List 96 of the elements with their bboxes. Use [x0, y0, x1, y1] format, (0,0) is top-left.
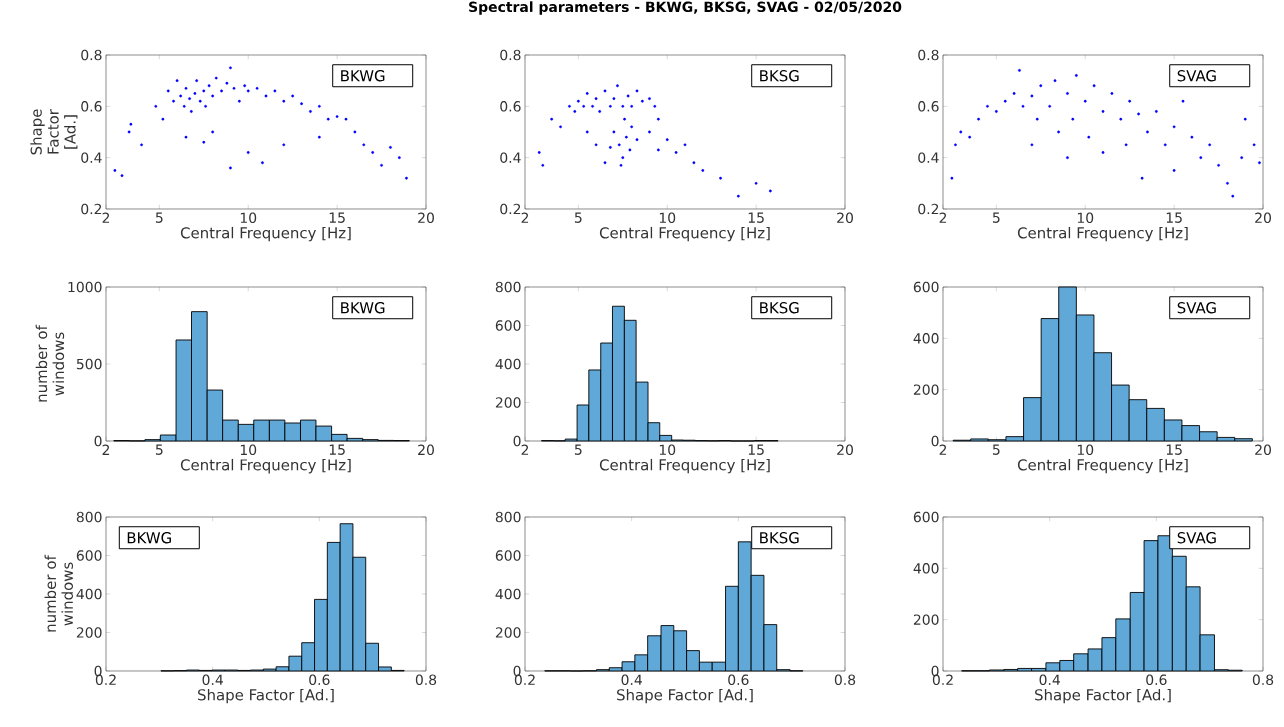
y-tick-label: 400: [495, 588, 521, 600]
x-tick-label: 2: [939, 212, 947, 223]
y-tick-label: 600: [913, 511, 939, 523]
x-tick-label: 0.6: [1146, 674, 1167, 686]
annotation: BKWG: [127, 532, 171, 544]
x-tick-label: 10: [1077, 444, 1094, 456]
y-tick-label: 600: [495, 550, 521, 561]
annotation: SVAG: [1177, 70, 1216, 82]
y-tick-label: 0.2: [81, 203, 102, 215]
annotation: SVAG: [1177, 532, 1216, 544]
y-tick-label: 0.6: [81, 101, 102, 112]
x-tick-label: 5: [155, 444, 163, 455]
y-tick-label: 0.8: [918, 49, 939, 61]
x-tick-label: 15: [748, 444, 764, 455]
x-axis-title: Shape Factor [Ad.]: [617, 688, 753, 704]
y-axis-title: number of windows: [35, 324, 65, 402]
x-tick-label: 20: [837, 444, 853, 456]
x-tick-label: 10: [1077, 212, 1094, 224]
x-tick-label: 5: [574, 212, 582, 223]
y-tick-label: 0.4: [500, 152, 521, 163]
y-tick-label: 0: [513, 435, 521, 447]
y-tick-label: 0.2: [918, 203, 939, 215]
annotation: BKWG: [341, 302, 385, 314]
y-tick-label: 800: [76, 511, 102, 523]
x-tick-label: 15: [1166, 212, 1182, 223]
x-tick-label: 0.8: [1252, 674, 1274, 686]
y-tick-label: 200: [495, 397, 521, 408]
y-tick-label: 800: [495, 511, 521, 523]
x-axis-title: Central Frequency [Hz]: [1017, 458, 1188, 474]
x-axis-title: Shape Factor [Ad.]: [198, 688, 334, 704]
annotation: SVAG: [1177, 302, 1216, 314]
x-tick-label: 15: [329, 212, 345, 223]
y-tick-label: 400: [495, 358, 521, 370]
y-tick-label: 0.6: [918, 101, 939, 112]
x-tick-label: 15: [748, 212, 764, 223]
x-tick-label: 20: [837, 212, 853, 224]
y-tick-label: 600: [913, 281, 939, 293]
x-tick-label: 15: [1166, 444, 1182, 455]
y-tick-label: 500: [76, 358, 102, 370]
y-tick-label: 1000: [68, 281, 102, 293]
x-tick-label: 2: [521, 444, 529, 455]
x-tick-label: 2: [102, 212, 110, 223]
y-tick-label: 600: [76, 550, 102, 561]
x-tick-label: 5: [155, 212, 163, 223]
x-tick-label: 20: [418, 212, 434, 224]
annotation: BKSG: [760, 70, 799, 82]
x-tick-label: 0.8: [834, 674, 856, 686]
y-tick-label: 0.8: [500, 49, 521, 61]
x-tick-label: 2: [521, 212, 529, 223]
y-axis-title: Shape Factor [Ad.]: [30, 109, 78, 155]
x-tick-label: 0.4: [621, 674, 642, 686]
x-tick-label: 10: [240, 444, 257, 456]
x-tick-label: 15: [329, 444, 345, 455]
y-tick-label: 400: [76, 588, 102, 600]
y-tick-label: 200: [495, 627, 521, 638]
x-tick-label: 20: [1255, 212, 1271, 224]
x-axis-title: Central Frequency [Hz]: [180, 458, 351, 474]
y-tick-label: 0: [94, 435, 102, 447]
x-tick-label: 5: [992, 444, 1000, 455]
x-tick-label: 0.6: [728, 674, 749, 686]
x-tick-label: 20: [418, 444, 434, 456]
x-tick-label: 0.4: [202, 674, 223, 686]
y-tick-label: 0.8: [81, 49, 102, 61]
annotation: BKSG: [760, 532, 799, 544]
x-axis-title: Central Frequency [Hz]: [599, 458, 770, 474]
x-tick-label: 2: [939, 444, 947, 455]
x-tick-label: 10: [659, 444, 676, 456]
x-tick-label: 2: [102, 444, 110, 455]
x-axis-title: Central Frequency [Hz]: [180, 226, 351, 242]
x-tick-label: 5: [574, 444, 582, 455]
y-tick-label: 0.4: [81, 152, 102, 163]
y-tick-label: 200: [913, 384, 939, 395]
y-tick-label: 400: [913, 563, 939, 574]
y-tick-label: 0.4: [918, 152, 939, 163]
y-tick-label: 800: [495, 281, 521, 293]
x-tick-label: 0.8: [415, 674, 437, 686]
y-tick-label: 0.2: [500, 203, 521, 215]
annotation: BKSG: [760, 302, 799, 314]
y-tick-label: 600: [495, 320, 521, 331]
chart-title: Spectral parameters - BKWG, BKSG, SVAG - 02/05/2020: [469, 1, 902, 15]
x-tick-label: 5: [992, 212, 1000, 223]
y-axis-title: number of windows: [44, 554, 74, 632]
y-tick-label: 200: [76, 627, 102, 638]
x-axis-title: Central Frequency [Hz]: [599, 226, 770, 242]
x-axis-title: Shape Factor [Ad.]: [1035, 688, 1171, 704]
annotation: BKWG: [341, 70, 385, 82]
y-tick-label: 0: [931, 435, 939, 447]
y-tick-label: 0.6: [500, 101, 521, 112]
y-tick-label: 200: [913, 614, 939, 625]
x-axis-title: Central Frequency [Hz]: [1017, 226, 1188, 242]
x-tick-label: 10: [240, 212, 257, 224]
x-tick-label: 0.6: [309, 674, 330, 686]
x-tick-label: 0.4: [1039, 674, 1060, 686]
y-tick-label: 400: [913, 333, 939, 344]
x-tick-label: 20: [1255, 444, 1271, 456]
x-tick-label: 10: [659, 212, 676, 224]
